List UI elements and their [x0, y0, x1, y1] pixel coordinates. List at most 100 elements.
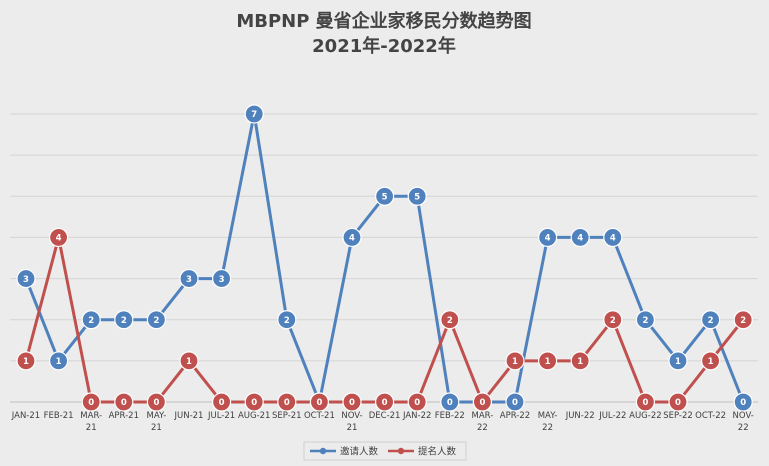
data-label: 2: [642, 316, 648, 326]
data-point: [668, 351, 688, 371]
data-label: 1: [186, 357, 192, 367]
x-tick-label: JUL-21: [207, 411, 235, 421]
x-tick-label: JAN-22: [402, 411, 431, 421]
data-label: 1: [577, 357, 583, 367]
chart-subtitle: 2021年-2022年: [312, 35, 456, 57]
data-point: [570, 351, 590, 371]
data-point: [179, 268, 199, 289]
data-label: 0: [284, 398, 290, 408]
legend-label: 邀请人数: [340, 446, 379, 458]
data-point: [700, 310, 721, 330]
data-label: 1: [512, 357, 518, 367]
data-point: [81, 310, 101, 330]
data-point: [407, 186, 427, 206]
data-point: [537, 351, 558, 371]
data-label: 5: [382, 192, 388, 202]
x-tick-label: NOV-: [733, 411, 754, 421]
data-label: 4: [349, 234, 355, 244]
data-label: 0: [414, 398, 420, 408]
data-point: [48, 227, 69, 248]
data-label: 2: [447, 316, 453, 326]
data-point: [700, 351, 721, 371]
data-point: [212, 268, 232, 289]
data-point: [342, 392, 362, 412]
data-label: 2: [610, 316, 616, 326]
data-point: [635, 392, 656, 412]
data-point: [440, 392, 460, 412]
data-label: 0: [349, 398, 355, 408]
data-label: 1: [23, 357, 29, 367]
x-tick-label: APR-22: [500, 411, 530, 421]
data-point: [342, 227, 362, 248]
data-label: 0: [219, 398, 225, 408]
x-tick-label: FEB-22: [435, 411, 465, 421]
legend-box: [303, 441, 467, 461]
data-point: [212, 392, 232, 412]
x-tick-label: SEP-22: [663, 411, 693, 421]
series-lines: 3122233720455000444212014000100000002011…: [16, 104, 753, 412]
data-label: 0: [740, 398, 746, 408]
data-point: [635, 310, 656, 330]
data-point: [277, 310, 297, 330]
data-point: [668, 392, 688, 412]
data-point: [309, 392, 329, 412]
x-tick-label: JUN-21: [174, 411, 204, 421]
data-point: [375, 392, 395, 412]
data-label: 1: [708, 357, 714, 367]
legend-label: 提名人数: [418, 446, 457, 458]
x-tick-label: OCT-22: [695, 411, 726, 421]
data-point: [244, 104, 264, 124]
data-label: 3: [23, 275, 29, 285]
data-label: 0: [675, 398, 681, 408]
data-label: 0: [88, 398, 94, 408]
x-tick-label: 21: [86, 423, 97, 433]
x-tick-label: JUN-22: [565, 411, 595, 421]
data-point: [472, 392, 492, 412]
data-point: [570, 227, 590, 248]
data-label: 2: [284, 316, 290, 326]
data-label: 7: [251, 110, 257, 120]
legend-marker: [397, 447, 405, 455]
data-point: [505, 392, 525, 412]
data-label: 0: [316, 398, 322, 408]
chart-title: MBPNP 曼省企业家移民分数趋势图: [236, 10, 531, 32]
x-tick-label: 22: [477, 423, 488, 433]
data-label: 1: [56, 357, 62, 367]
data-point: [146, 392, 166, 412]
x-tick-label: DEC-21: [369, 411, 401, 421]
data-point: [375, 186, 395, 206]
data-label: 5: [414, 192, 420, 202]
data-point: [16, 351, 36, 371]
x-tick-label: MAY-: [147, 411, 167, 421]
data-label: 0: [251, 398, 257, 408]
data-label: 4: [577, 234, 583, 244]
data-label: 2: [153, 316, 159, 326]
data-label: 0: [382, 398, 388, 408]
data-label: 1: [545, 357, 551, 367]
data-point: [440, 310, 460, 330]
data-point: [16, 268, 36, 289]
data-label: 0: [642, 398, 648, 408]
x-tick-label: JAN-21: [11, 411, 40, 421]
data-label: 0: [121, 398, 127, 408]
data-point: [277, 392, 297, 412]
legend: 邀请人数 提名人数: [303, 441, 467, 461]
x-tick-label: OCT-21: [304, 411, 335, 421]
data-label: 0: [447, 398, 453, 408]
data-point: [733, 310, 753, 330]
data-label: 1: [675, 357, 681, 367]
x-tick-label: 21: [151, 423, 162, 433]
series-2: 1 4 0 0 0 1 0 0 0 0 0 0 0 2 0 1 1 1 2 0 0 1 2: [16, 227, 753, 412]
data-label: 2: [740, 316, 746, 326]
data-label: 0: [153, 398, 159, 408]
data-point: [114, 392, 134, 412]
data-point: [244, 392, 264, 412]
x-tick-label: 22: [542, 423, 553, 433]
data-label: 2: [121, 316, 127, 326]
data-point: [603, 227, 623, 248]
x-tick-label: FEB-21: [44, 411, 74, 421]
data-point: [179, 351, 199, 371]
x-tick-label: JUL-22: [598, 411, 626, 421]
